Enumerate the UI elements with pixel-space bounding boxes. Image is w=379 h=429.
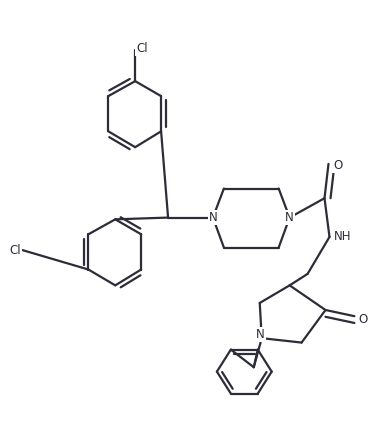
- Text: N: N: [208, 211, 217, 224]
- Text: O: O: [333, 159, 343, 172]
- Text: NH: NH: [334, 230, 351, 243]
- Text: Cl: Cl: [136, 42, 148, 55]
- Text: Cl: Cl: [9, 244, 21, 257]
- Text: N: N: [285, 211, 294, 224]
- Text: O: O: [358, 313, 367, 326]
- Text: N: N: [256, 328, 265, 341]
